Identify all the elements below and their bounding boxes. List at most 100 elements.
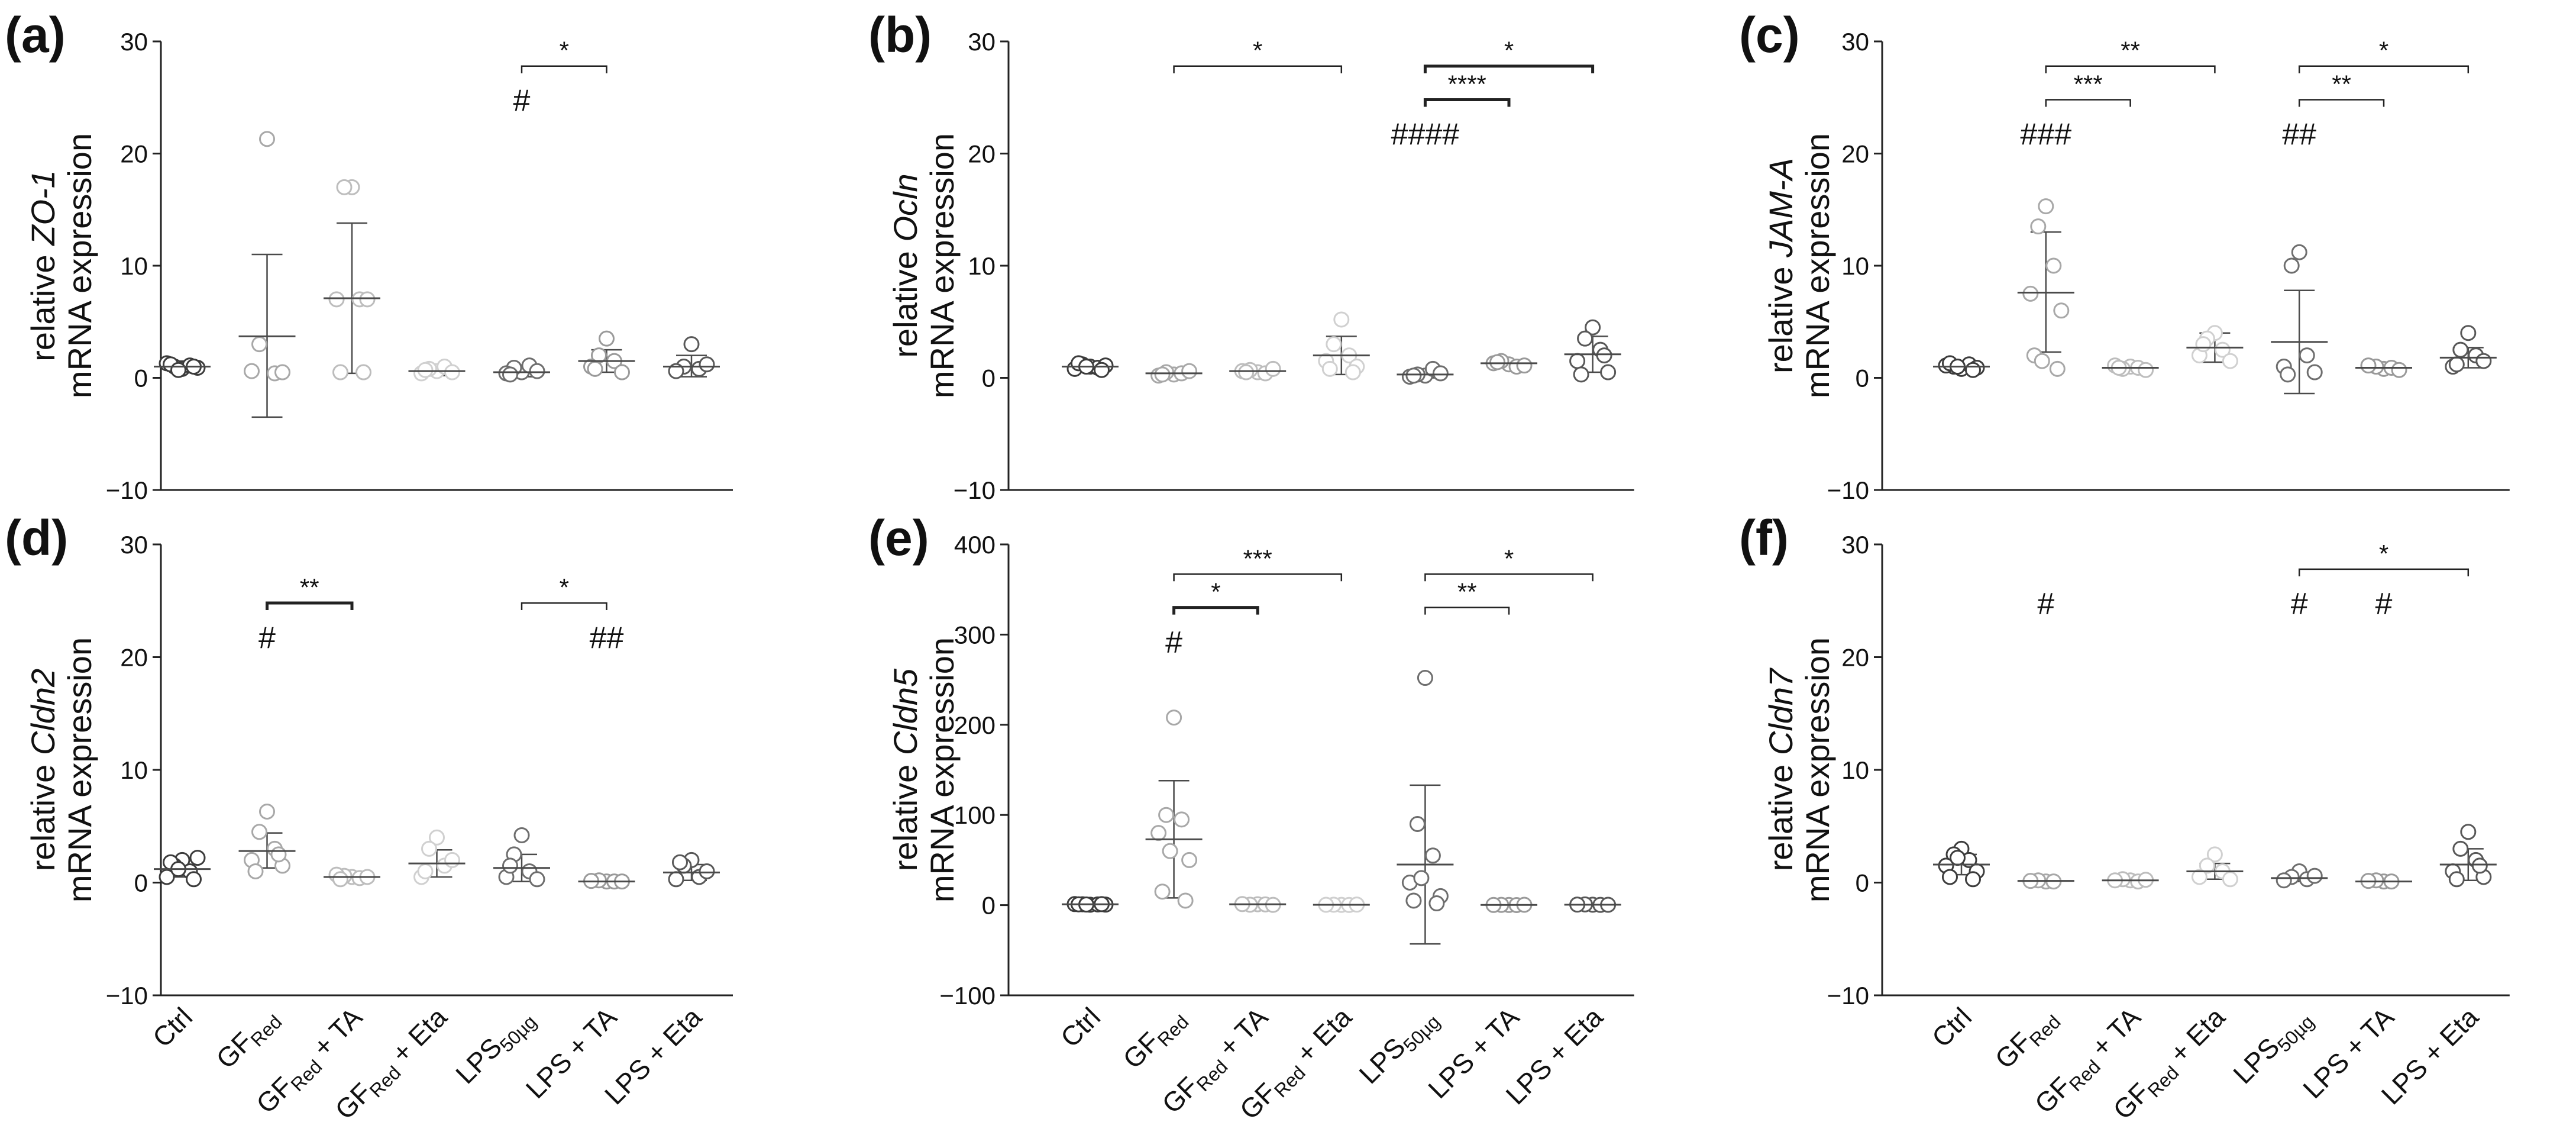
y-axis-title-line2: mRNA expression [61,133,98,398]
data-point [699,356,715,373]
significance-bracket [1173,573,1343,582]
category-label: GFRed [210,1001,286,1077]
significance-label: * [2379,540,2388,567]
data-point [1094,362,1110,378]
data-point [1596,347,1612,364]
significance-bracket [2298,65,2470,73]
data-point [1569,353,1586,369]
y-tick-label: −10 [106,982,148,1010]
data-point [2391,362,2407,378]
data-point [2214,341,2231,358]
category-label-suffix: + Eta [1285,1001,1358,1074]
category-label: Ctrl [147,1001,198,1053]
y-tick-label: −10 [106,476,148,504]
y-axis-title: relative JAM-A [1762,158,1799,373]
hash-marker: # [258,621,276,655]
data-point [2030,218,2047,235]
data-point [1428,895,1445,912]
significance-label: ** [1457,578,1477,606]
data-point [2206,846,2223,863]
data-point [417,863,434,879]
data-point [529,363,545,379]
data-point [1577,330,1594,347]
significance-label: * [1253,37,1262,65]
category-label-main: Ctrl [1926,1001,1977,1053]
data-point [170,362,186,378]
data-point [2222,353,2238,369]
data-point [2460,824,2477,840]
y-tick-label: 30 [968,28,996,56]
data-point [1166,710,1182,726]
y-tick-label: 10 [120,756,148,784]
panel-label: (e) [868,510,929,566]
y-tick-label: 0 [982,892,996,920]
y-tick-label: 0 [134,869,148,897]
y-axis-title-prefix: relative [1762,755,1799,871]
data-point [683,336,700,353]
data-point [2038,198,2054,215]
data-point [2034,353,2050,369]
data-point [2276,872,2292,889]
significance-label: ** [300,573,319,601]
data-point [1432,365,1449,382]
y-tick-label: 100 [954,801,996,829]
data-point [1413,870,1430,886]
data-point [1405,892,1422,909]
y-tick-label: 20 [120,140,148,168]
significance-bracket [2298,568,2470,576]
data-point [444,364,460,380]
hash-marker: # [1165,625,1182,660]
significance-label: *** [2074,70,2103,98]
data-point [1489,354,1505,370]
y-tick-label: −10 [954,476,996,504]
y-axis-title-gene: ZO-1 [24,170,62,247]
data-point [1265,360,1281,377]
y-tick-label: −10 [1827,982,1869,1010]
y-tick-label: 30 [120,28,148,56]
data-point [1181,363,1198,379]
data-point [247,863,264,879]
data-point [336,179,353,195]
data-point [2306,364,2323,380]
data-point [332,871,348,888]
category-label-suffix: + Eta [380,1001,453,1074]
data-point [1409,815,1426,832]
significance-label: ** [2121,37,2140,65]
y-axis-title-line2: mRNA expression [923,133,961,398]
data-point [2360,357,2377,374]
data-point [1150,825,1167,841]
y-tick-label: 10 [1841,252,1869,280]
data-point [359,291,376,308]
hash-marker: #### [1391,117,1460,151]
data-point [1942,869,1958,885]
y-axis-title-line2: mRNA expression [1799,133,1836,398]
y-axis-title-prefix: relative [1762,257,1799,373]
y-tick-label: 200 [954,711,996,739]
panel-label: (a) [5,7,66,63]
data-point [1158,807,1175,823]
data-point [189,850,206,866]
significance-bracket [266,601,354,611]
y-tick-label: −10 [1827,476,1869,504]
y-axis-title-line2: mRNA expression [1799,637,1836,902]
data-point [1181,852,1198,868]
data-point [1154,366,1171,383]
significance-label: * [1504,37,1514,65]
data-point [1177,892,1194,909]
y-tick-label: 300 [954,621,996,649]
significance-bracket [2045,99,2131,107]
significance-bracket [2298,99,2385,107]
data-point [1321,360,1338,377]
data-point [1600,364,1617,380]
data-point [251,824,267,840]
data-point [1965,362,1981,378]
y-tick-label: 0 [1856,365,1869,392]
y-tick-label: 30 [1841,28,1869,56]
panel-e: (e) −100 0 100 200 300 400 relative Cldn5 mRNA e… [868,510,1634,1126]
hash-marker: # [2037,587,2054,621]
hash-marker: # [2375,587,2393,621]
data-point [259,803,275,820]
data-point [2049,360,2066,377]
data-point [355,364,371,380]
y-tick-label: −100 [939,982,996,1010]
